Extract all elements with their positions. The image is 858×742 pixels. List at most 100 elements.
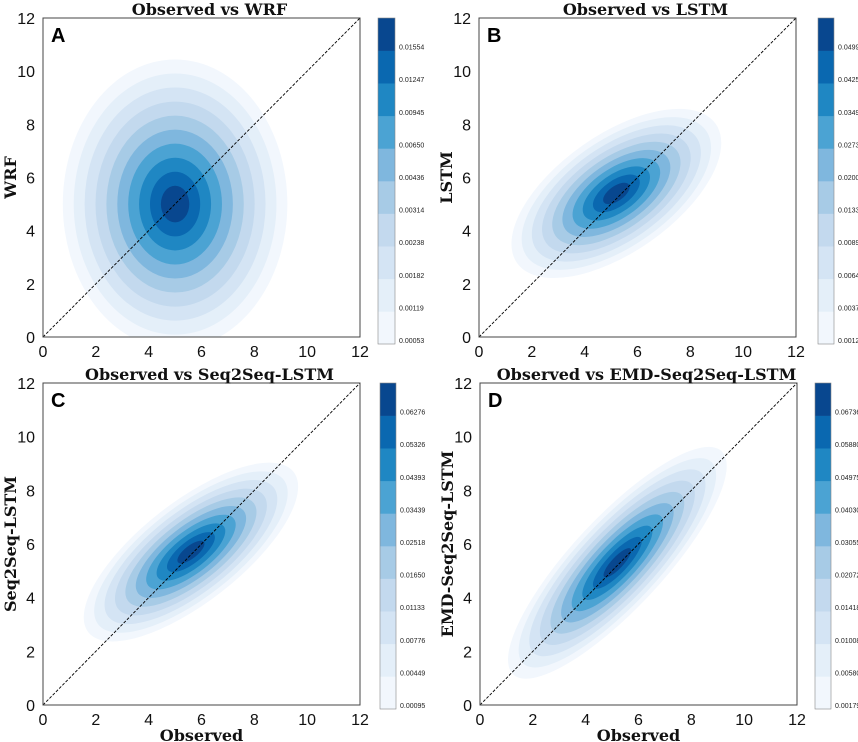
- x-tick-label: 4: [580, 344, 589, 361]
- colorbar-segment: [380, 643, 396, 677]
- panel-a: 0 2 4 6 8 10 12 0 2 4 6 8 10 12 Observed vs WRF WRF A 0.0…: [1, 0, 424, 361]
- colorbar-tick-label: 0.06276: [400, 410, 425, 417]
- y-tick-label: 4: [26, 224, 35, 241]
- panel-letter: B: [487, 25, 501, 47]
- y-tick-label: 2: [463, 644, 472, 661]
- x-tick-label: 10: [298, 712, 316, 729]
- x-tick-label: 12: [351, 712, 369, 729]
- colorbar-tick-label: 0.00378: [838, 305, 858, 312]
- colorbar-tick-label: 0.04254: [838, 77, 858, 84]
- panel-letter: A: [51, 25, 65, 47]
- x-axis-label: Observed: [160, 726, 243, 742]
- x-tick-label: 0: [39, 712, 48, 729]
- colorbar-tick-label: 0.06736: [835, 410, 858, 417]
- colorbar-tick-label: 0.05880: [835, 442, 858, 449]
- colorbar-tick-label: 0.03439: [400, 507, 425, 514]
- colorbar-tick-label: 0.01008: [835, 638, 858, 645]
- x-tick-label: 10: [734, 344, 752, 361]
- y-tick-label: 8: [26, 117, 35, 134]
- y-tick-label: 8: [462, 117, 471, 134]
- density-band-10: [160, 185, 190, 223]
- colorbar-tick-label: 0.00896: [838, 240, 858, 247]
- y-tick-label: 0: [26, 698, 35, 715]
- y-tick-label: 10: [17, 64, 35, 81]
- colorbar-segment: [818, 213, 834, 247]
- density-band-10: [603, 182, 630, 205]
- x-tick-label: 4: [144, 712, 153, 729]
- colorbar-frame: [814, 382, 832, 710]
- colorbar-segment: [818, 18, 834, 51]
- y-tick-label: 4: [463, 591, 472, 608]
- y-tick-label: 10: [454, 430, 472, 447]
- x-tick-label: 0: [476, 712, 485, 729]
- x-axis-label: Observed: [597, 726, 680, 742]
- colorbar-tick-label: 0.00238: [399, 240, 424, 247]
- x-tick-label: 12: [788, 712, 806, 729]
- colorbar-tick-label: 0.00436: [399, 175, 424, 182]
- colorbar-tick-label: 0.03055: [835, 540, 858, 547]
- colorbar-segment: [378, 148, 395, 182]
- colorbar-segment: [815, 546, 831, 579]
- diagonal-reference-line: [43, 18, 360, 337]
- colorbar-tick-label: 0.00179: [835, 703, 858, 710]
- colorbar-tick-label: 0.00580: [835, 670, 858, 677]
- colorbar-tick-label: 0.00053: [399, 338, 424, 345]
- y-axis-label: LSTM: [437, 151, 456, 203]
- y-tick-label: 0: [462, 330, 471, 347]
- chart-title: Observed vs WRF: [132, 0, 288, 19]
- colorbar-segment: [378, 278, 395, 312]
- colorbar-tick-label: 0.00119: [399, 305, 424, 312]
- colorbar-segment: [818, 115, 834, 149]
- colorbar-segment: [380, 480, 396, 514]
- colorbar-segment: [380, 415, 396, 449]
- panel-b: 0 2 4 6 8 10 12 0 2 4 6 8 10 12 Observed vs LSTM LSTM B 0…: [437, 0, 858, 361]
- colorbar-segment: [380, 513, 396, 547]
- diagonal-reference-line: [480, 383, 797, 705]
- x-tick-label: 6: [633, 344, 642, 361]
- y-tick-label: 4: [26, 591, 35, 608]
- y-tick-label: 6: [26, 537, 35, 554]
- panel-letter: D: [488, 390, 502, 412]
- colorbar-segment: [378, 311, 395, 345]
- colorbar-segment: [818, 278, 834, 312]
- colorbar-segment: [818, 148, 834, 182]
- colorbar-tick-label: 0.02518: [400, 540, 425, 547]
- x-tick-label: 2: [528, 712, 537, 729]
- colorbar-tick-label: 0.02009: [838, 175, 858, 182]
- x-tick-label: 6: [197, 344, 206, 361]
- colorbar-segment: [380, 611, 396, 645]
- density-contours: [62, 59, 288, 337]
- colorbar-tick-label: 0.00095: [400, 703, 425, 710]
- colorbar: 0.00124 0.00378 0.00641 0.00896 0.01332 0.020…: [817, 17, 858, 345]
- colorbar-tick-label: 0.04030: [835, 507, 858, 514]
- colorbar-tick-label: 0.01133: [400, 605, 425, 612]
- colorbar-segment: [818, 246, 834, 280]
- colorbar-segment: [815, 480, 831, 514]
- colorbar-tick-label: 0.00650: [399, 142, 424, 149]
- colorbar-tick-label: 0.01418: [835, 605, 858, 612]
- colorbar-segment: [815, 578, 831, 612]
- panel-c: 0 2 4 6 8 10 12 0 2 4 6 8 10 12 Observed vs Seq2Seq-LS…: [1, 365, 425, 742]
- colorbar: 0.00053 0.00119 0.00182 0.00238 0.00314 0.004…: [377, 17, 424, 345]
- colorbar-segment: [380, 676, 396, 710]
- colorbar-segment: [815, 676, 831, 710]
- colorbar-tick-label: 0.01554: [399, 45, 424, 52]
- x-tick-label: 8: [687, 712, 696, 729]
- chart-title: Observed vs EMD-Seq2Seq-LSTM: [497, 365, 797, 384]
- colorbar-tick-label: 0.00641: [838, 273, 858, 280]
- colorbar: 0.00179 0.00580 0.01008 0.01418 0.02072 0.030…: [814, 382, 858, 710]
- x-tick-label: 0: [475, 344, 484, 361]
- y-tick-label: 6: [26, 171, 35, 188]
- colorbar-segment: [818, 311, 834, 345]
- colorbar-segment: [378, 83, 395, 117]
- colorbar-tick-label: 0.00776: [400, 638, 425, 645]
- chart-title: Observed vs LSTM: [563, 0, 728, 19]
- colorbar-tick-label: 0.04393: [400, 475, 425, 482]
- y-tick-label: 12: [454, 376, 472, 393]
- colorbar-tick-label: 0.02072: [835, 573, 858, 580]
- y-tick-label: 10: [453, 64, 471, 81]
- diagonal-reference-line: [479, 18, 796, 337]
- colorbar: 0.00095 0.00449 0.00776 0.01133 0.01650 0.025…: [379, 382, 425, 710]
- colorbar-tick-label: 0.00449: [400, 670, 425, 677]
- y-tick-label: 2: [26, 277, 35, 294]
